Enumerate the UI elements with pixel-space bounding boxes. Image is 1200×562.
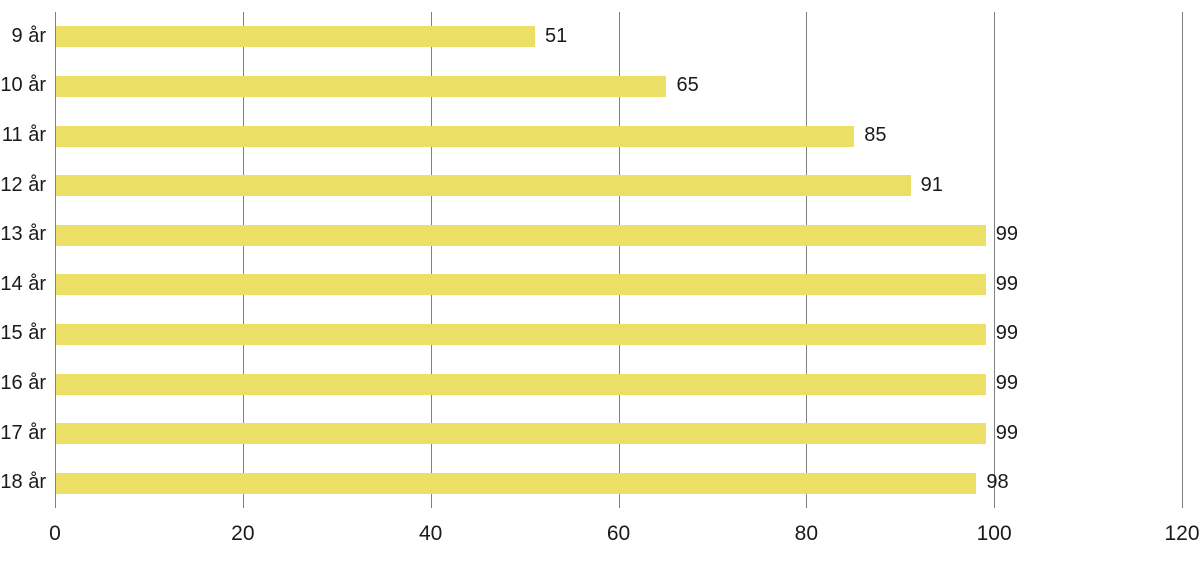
y-category-label: 15 år	[0, 322, 46, 345]
y-category-label: 9 år	[11, 24, 46, 47]
bar-value-label: 85	[864, 124, 887, 146]
x-gridline	[430, 12, 432, 508]
bar	[56, 274, 986, 296]
y-category-label: 12 år	[0, 173, 46, 196]
bar-value-label: 98	[986, 471, 1009, 494]
bar	[56, 323, 986, 345]
x-gridline	[1182, 12, 1183, 508]
x-tick-label: 0	[49, 522, 61, 545]
x-tick-label: 20	[231, 522, 255, 545]
bar	[56, 175, 911, 197]
y-axis-line	[55, 12, 56, 508]
y-category-label: 16 år	[0, 372, 46, 394]
bar-value-label: 91	[920, 173, 943, 196]
x-tick-label: 60	[606, 522, 631, 545]
bar-value-label: 99	[995, 421, 1019, 444]
y-category-label: 17 år	[0, 421, 46, 444]
x-gridline	[618, 12, 620, 508]
y-category-label: 18 år	[0, 471, 46, 494]
y-category-label: 14 år	[0, 272, 46, 295]
x-tick-label: 120	[1164, 522, 1200, 545]
y-category-label: 10 år	[0, 74, 46, 97]
y-category-label: 11 år	[1, 124, 46, 146]
x-tick-label: 80	[794, 522, 819, 545]
x-tick-label: 100	[976, 522, 1012, 545]
y-category-label: 13 år	[0, 223, 46, 246]
bar	[56, 26, 535, 48]
x-gridline	[242, 12, 244, 508]
x-gridline	[994, 12, 996, 508]
x-gridline	[806, 12, 808, 508]
bar	[56, 75, 667, 97]
bar-value-label: 99	[995, 372, 1019, 394]
x-tick-label: 40	[418, 522, 443, 545]
bar	[56, 373, 986, 395]
bar	[56, 423, 986, 445]
bar-value-label: 99	[995, 322, 1019, 345]
bar	[56, 224, 986, 246]
bar	[56, 125, 855, 147]
bar-value-label: 99	[995, 272, 1019, 295]
bar	[56, 472, 977, 494]
bar-value-label: 65	[676, 74, 699, 97]
bar-value-label: 51	[544, 24, 568, 47]
bar-value-label: 99	[995, 223, 1019, 246]
